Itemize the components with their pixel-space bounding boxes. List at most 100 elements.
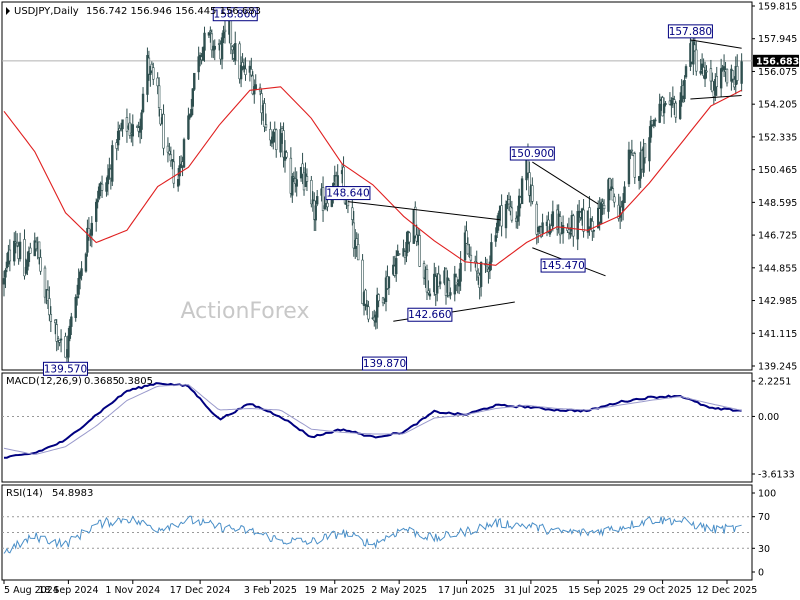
candle-body (125, 117, 129, 132)
candle-body (59, 338, 63, 341)
candle-body (671, 98, 675, 100)
candle-body (146, 55, 149, 95)
candle (695, 41, 698, 76)
candle-body (316, 196, 319, 205)
candle-body (198, 54, 202, 58)
x-axis-label: 3 Feb 2025 (244, 585, 297, 596)
candle-body (128, 122, 132, 136)
candle (664, 101, 667, 107)
candle-body (96, 199, 99, 203)
candle (465, 221, 468, 244)
candle (561, 215, 565, 244)
candle-body (275, 129, 278, 150)
candle (648, 126, 651, 172)
rsi-axis-label: 0 (758, 568, 764, 579)
candle (613, 193, 616, 208)
candle (323, 196, 326, 210)
candle (23, 229, 26, 280)
candle (692, 36, 695, 76)
collapse-arrow-icon[interactable] (6, 7, 10, 15)
candle-body (449, 292, 452, 296)
candle-body (608, 178, 612, 190)
candle-body (711, 80, 714, 93)
x-axis-label: 15 Sep 2025 (568, 585, 628, 596)
candle-body (582, 209, 585, 232)
candle-body (169, 154, 173, 162)
candle (49, 306, 53, 333)
candle (178, 155, 181, 186)
candle-body (115, 142, 118, 149)
macd-label: MACD(12,26,9) (6, 376, 82, 387)
candle-body (193, 72, 196, 90)
macd-axis-label: -3.6133 (758, 470, 795, 481)
rsi-label: RSI(14) (6, 488, 43, 499)
candle (157, 77, 161, 117)
candle-body (111, 145, 114, 182)
candle (577, 199, 581, 223)
candle (152, 62, 155, 86)
candle (528, 161, 531, 203)
candle (100, 175, 104, 198)
candle-body (714, 79, 717, 96)
candle-body (535, 203, 538, 235)
candle (321, 176, 325, 222)
candle (479, 261, 483, 297)
candle (447, 278, 451, 298)
candle-body (95, 201, 98, 222)
candle-body (428, 293, 432, 297)
candle (187, 107, 190, 141)
candle (77, 268, 80, 299)
candle (13, 232, 16, 266)
candle (96, 190, 99, 209)
price-axis-label: 141.115 (758, 329, 797, 340)
candle-body (222, 30, 225, 39)
candle-body (602, 205, 606, 210)
candle (70, 312, 73, 335)
candle (428, 288, 432, 300)
swing-label: 158.860 (212, 7, 258, 22)
candle-body (29, 247, 32, 254)
candle (355, 232, 358, 258)
macd-panel-frame (1, 372, 753, 483)
macd-axis-label: 0.00 (758, 412, 779, 423)
candle-body (70, 316, 73, 327)
candle (291, 173, 294, 203)
candle-body (437, 273, 440, 287)
candle-body (643, 143, 647, 158)
candle-body (662, 103, 666, 114)
candle-body (157, 85, 161, 109)
current-price-tag (753, 54, 799, 67)
candle-body (488, 261, 492, 272)
candle (74, 294, 77, 322)
swing-label: 139.570 (42, 361, 88, 376)
candle (658, 93, 661, 124)
swing-label-box (667, 24, 713, 39)
x-axis-label: 1 Nov 2024 (105, 585, 160, 596)
candle-body (623, 186, 626, 203)
candle-body (715, 76, 718, 87)
x-axis-label: 17 Dec 2024 (170, 585, 231, 596)
candle (305, 168, 309, 192)
swing-label-box (540, 258, 586, 273)
candle-body (159, 109, 162, 125)
candle (705, 65, 708, 79)
candle (569, 227, 572, 239)
candle (683, 75, 686, 103)
candle-body (264, 124, 268, 128)
candle-body (517, 195, 521, 217)
candle-body (425, 268, 429, 293)
candle (662, 97, 666, 124)
swing-label-text: 142.660 (408, 309, 451, 321)
rsi-axis-label: 100 (758, 489, 776, 500)
candle (15, 233, 19, 248)
candle-body (39, 257, 42, 272)
x-axis-label: 5 Aug 2024 (4, 585, 59, 596)
ohlc-values: 156.742 156.946 156.445 156.683 (86, 6, 261, 17)
macd-header: MACD(12,26,9) 0.3685 0.3805 (6, 376, 153, 387)
candle (55, 319, 58, 352)
candle-body (507, 199, 511, 205)
candle (203, 26, 206, 62)
candle (48, 286, 51, 321)
candle-body (203, 32, 206, 51)
